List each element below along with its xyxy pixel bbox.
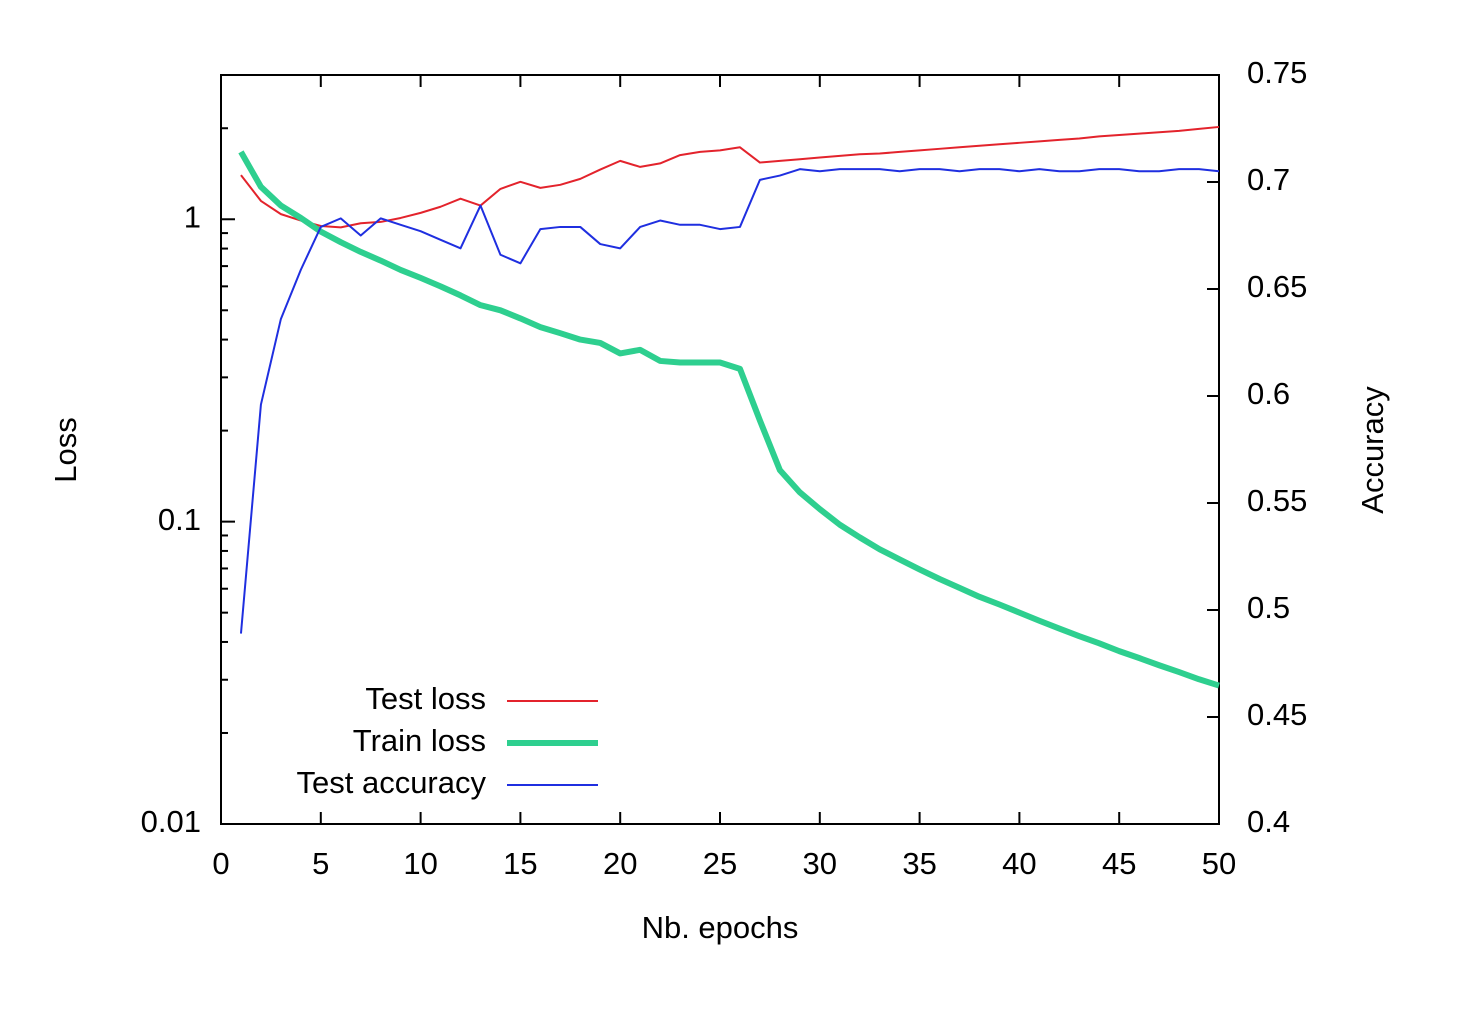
y2-tick-label: 0.45: [1247, 697, 1307, 732]
y2-tick-label: 0.75: [1247, 55, 1307, 90]
x-tick-label: 10: [403, 846, 437, 881]
x-tick-label: 0: [212, 846, 229, 881]
x-tick-label: 15: [503, 846, 537, 881]
x-axis-label: Nb. epochs: [642, 910, 799, 945]
y2-tick-label: 0.55: [1247, 483, 1307, 518]
x-tick-label: 30: [803, 846, 837, 881]
y-axis-label: Loss: [48, 417, 83, 482]
y-tick-label: 0.1: [158, 502, 201, 537]
y2-axis-label: Accuracy: [1355, 386, 1390, 514]
y-tick-label: 0.01: [141, 804, 201, 839]
x-tick-label: 25: [703, 846, 737, 881]
legend-label: Test loss: [365, 681, 486, 716]
x-tick-label: 45: [1102, 846, 1136, 881]
series-line: [238, 150, 1220, 689]
y2-tick-label: 0.4: [1247, 804, 1290, 839]
x-tick-label: 35: [902, 846, 936, 881]
x-tick-label: 20: [603, 846, 637, 881]
x-tick-label: 5: [312, 846, 329, 881]
y2-tick-label: 0.6: [1247, 376, 1290, 411]
x-tick-label: 40: [1002, 846, 1036, 881]
y2-tick-label: 0.7: [1247, 162, 1290, 197]
legend-label: Train loss: [353, 723, 486, 758]
x-tick-label: 50: [1202, 846, 1236, 881]
y-tick-label: 1: [184, 199, 201, 234]
legend-label: Test accuracy: [296, 765, 486, 800]
series-line: [239, 168, 1220, 634]
y2-tick-label: 0.5: [1247, 590, 1290, 625]
series-line: [240, 125, 1220, 229]
y2-tick-label: 0.65: [1247, 269, 1307, 304]
